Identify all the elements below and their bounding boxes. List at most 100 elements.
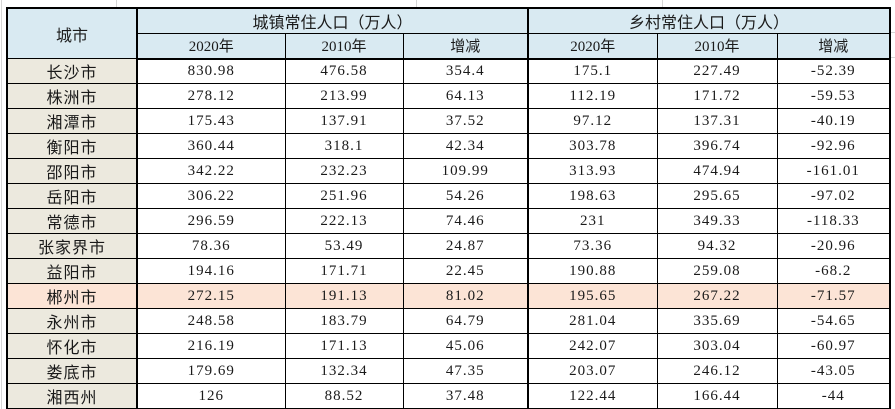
value-cell: -20.96	[776, 233, 891, 259]
table-row: 株洲市 278.12 213.99 64.13 112.19 171.72 -59.53	[6, 83, 891, 109]
value-cell: -44	[776, 383, 891, 409]
value-cell: 213.99	[284, 83, 404, 109]
value-cell: 132.34	[284, 358, 404, 384]
value-cell: -43.05	[776, 358, 891, 384]
value-cell: 171.71	[284, 258, 404, 284]
table-body: 长沙市 830.98 476.58 354.4 175.1 227.49 -52.39 株洲市…	[6, 58, 891, 409]
table-row: 张家界市 78.36 53.49 24.87 73.36 94.32 -20.96	[6, 233, 891, 259]
value-cell: 303.78	[527, 133, 658, 159]
value-cell: -118.33	[776, 208, 891, 234]
value-cell: 42.34	[402, 133, 530, 159]
value-cell: 248.58	[136, 308, 286, 334]
value-cell: 175.43	[136, 108, 286, 134]
header-urban-delta: 增减	[402, 33, 530, 60]
value-cell: -71.57	[776, 283, 891, 309]
city-cell: 常德市	[6, 208, 138, 234]
value-cell: -59.53	[776, 83, 891, 109]
value-cell: 94.32	[656, 233, 778, 259]
header-rural-2020: 2020年	[527, 33, 658, 60]
value-cell: 303.04	[656, 333, 778, 359]
value-cell: 227.49	[656, 58, 778, 84]
value-cell: 24.87	[402, 233, 530, 259]
value-cell: 37.48	[402, 383, 530, 409]
value-cell: 349.33	[656, 208, 778, 234]
value-cell: -161.01	[776, 158, 891, 184]
value-cell: 203.07	[527, 358, 658, 384]
value-cell: 88.52	[284, 383, 404, 409]
city-cell: 湘西州	[6, 383, 138, 409]
value-cell: 109.99	[402, 158, 530, 184]
value-cell: 306.22	[136, 183, 286, 209]
header-group-row: 城市 城镇常住人口（万人） 乡村常住人口（万人）	[6, 7, 891, 59]
value-cell: 396.74	[656, 133, 778, 159]
table-header: 城市 城镇常住人口（万人） 乡村常住人口（万人） 2020年 2010年 增减 …	[6, 7, 891, 60]
value-cell: 246.12	[656, 358, 778, 384]
value-cell: 313.93	[527, 158, 658, 184]
value-cell: 183.79	[284, 308, 404, 334]
header-rural-delta: 增减	[776, 33, 891, 60]
table-row: 怀化市 216.19 171.13 45.06 242.07 303.04 -60.97	[6, 333, 891, 359]
header-rural-group: 乡村常住人口（万人）	[527, 7, 891, 34]
value-cell: 74.46	[402, 208, 530, 234]
value-cell: 251.96	[284, 183, 404, 209]
value-cell: 64.79	[402, 308, 530, 334]
value-cell: 122.44	[527, 383, 658, 409]
gridline-right-stub	[889, 57, 895, 58]
table-row: 湘潭市 175.43 137.91 37.52 97.12 137.31 -40.19	[6, 108, 891, 134]
value-cell: 476.58	[284, 58, 404, 84]
city-cell: 岳阳市	[6, 183, 138, 209]
city-cell: 怀化市	[6, 333, 138, 359]
city-cell: 益阳市	[6, 258, 138, 284]
table-row: 益阳市 194.16 171.71 22.45 190.88 259.08 -68.2	[6, 258, 891, 284]
value-cell: -40.19	[776, 108, 891, 134]
value-cell: 73.36	[527, 233, 658, 259]
value-cell: -68.2	[776, 258, 891, 284]
value-cell: 112.19	[527, 83, 658, 109]
value-cell: 195.65	[527, 283, 658, 309]
value-cell: 53.49	[284, 233, 404, 259]
table-row: 邵阳市 342.22 232.23 109.99 313.93 474.94 -161.01	[6, 158, 891, 184]
value-cell: 45.06	[402, 333, 530, 359]
value-cell: 190.88	[527, 258, 658, 284]
city-cell: 娄底市	[6, 358, 138, 384]
value-cell: 22.45	[402, 258, 530, 284]
table-row: 娄底市 179.69 132.34 47.35 203.07 246.12 -43.05	[6, 358, 891, 384]
value-cell: 278.12	[136, 83, 286, 109]
header-city: 城市	[6, 7, 138, 59]
value-cell: 47.35	[402, 358, 530, 384]
header-urban-group: 城镇常住人口（万人）	[136, 7, 530, 34]
table-row: 永州市 248.58 183.79 64.79 281.04 335.69 -54.65	[6, 308, 891, 334]
value-cell: 137.91	[284, 108, 404, 134]
value-cell: -97.02	[776, 183, 891, 209]
value-cell: -60.97	[776, 333, 891, 359]
city-cell: 长沙市	[6, 58, 138, 84]
city-cell: 张家界市	[6, 233, 138, 259]
value-cell: 216.19	[136, 333, 286, 359]
value-cell: 78.36	[136, 233, 286, 259]
table-row: 衡阳市 360.44 318.1 42.34 303.78 396.74 -92.96	[6, 133, 891, 159]
value-cell: 81.02	[402, 283, 530, 309]
value-cell: 267.22	[656, 283, 778, 309]
value-cell: 335.69	[656, 308, 778, 334]
value-cell: 360.44	[136, 133, 286, 159]
table-row: 常德市 296.59 222.13 74.46 231 349.33 -118.33	[6, 208, 891, 234]
value-cell: 179.69	[136, 358, 286, 384]
value-cell: 342.22	[136, 158, 286, 184]
value-cell: 166.44	[656, 383, 778, 409]
population-table-wrap: 城市 城镇常住人口（万人） 乡村常住人口（万人） 2020年 2010年 增减 …	[6, 7, 892, 409]
value-cell: -54.65	[776, 308, 891, 334]
value-cell: 259.08	[656, 258, 778, 284]
header-sub-row: 2020年 2010年 增减 2020年 2010年 增减	[7, 33, 891, 60]
city-cell: 郴州市	[6, 283, 138, 309]
value-cell: -92.96	[776, 133, 891, 159]
value-cell: 474.94	[656, 158, 778, 184]
city-cell: 湘潭市	[6, 108, 138, 134]
city-cell: 永州市	[6, 308, 138, 334]
gridline-top-stub	[416, 0, 417, 7]
value-cell: 194.16	[136, 258, 286, 284]
table-row: 郴州市 272.15 191.13 81.02 195.65 267.22 -71.57	[6, 283, 891, 309]
value-cell: 175.1	[527, 58, 658, 84]
value-cell: 318.1	[284, 133, 404, 159]
header-urban-2020: 2020年	[136, 33, 286, 60]
